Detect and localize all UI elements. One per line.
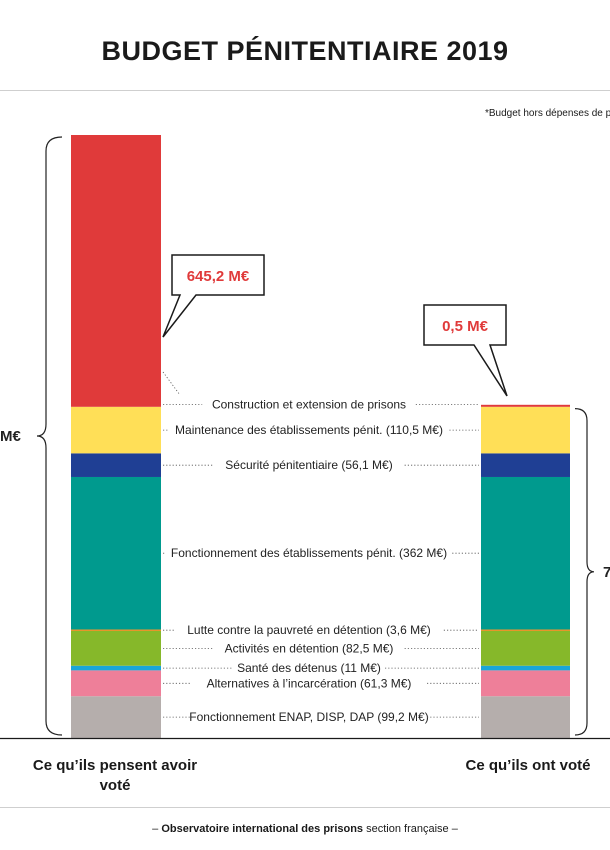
bar-2-segment-3 — [481, 665, 570, 671]
bar-1-segment-6 — [71, 476, 161, 630]
segment-label-7: Sécurité pénitentiaire (56,1 M€) — [225, 458, 392, 472]
footnote: *Budget hors dépenses de pers — [485, 108, 610, 119]
brace-left-label: M€ — [0, 428, 21, 445]
bar-2-segment-2 — [481, 670, 570, 697]
segment-label-3: Santé des détenus (11 M€) — [237, 661, 381, 675]
callout-construction-actual-text: 0,5 M€ — [442, 318, 489, 335]
x-label-voted-expected: Ce qu’ils pensent avoir voté — [32, 757, 198, 794]
brace-left — [36, 136, 63, 736]
footer-prefix: – — [152, 823, 162, 835]
chart-title: BUDGET PÉNITENTIAIRE 2019 — [101, 36, 509, 66]
bar-1-segment-7 — [71, 453, 161, 477]
segment-label-4: Activités en détention (82,5 M€) — [225, 641, 394, 655]
bar-1-segment-9 — [71, 135, 161, 407]
bar-2-segment-9 — [481, 404, 570, 407]
bottom-divider — [0, 807, 610, 808]
bar-1-segment-4 — [71, 631, 161, 666]
footer: – Observatoire international des prisons… — [0, 823, 610, 835]
callout-construction-expected-text: 645,2 M€ — [187, 268, 250, 285]
segment-label-5: Lutte contre la pauvreté en détention (3… — [187, 623, 431, 637]
callout-construction-expected-box — [162, 254, 265, 338]
bar-2-segment-5 — [481, 629, 570, 631]
segment-label-6: Fonctionnement des établissements pénit.… — [171, 546, 447, 560]
segment-label-1: Fonctionnement ENAP, DISP, DAP (99,2 M€) — [189, 710, 428, 724]
segment-label-8: Maintenance des établissements pénit. (1… — [175, 423, 443, 437]
footer-suffix: – — [448, 823, 458, 835]
bar-2-segment-7 — [481, 453, 570, 477]
brace-right — [574, 407, 595, 736]
top-divider — [0, 90, 610, 91]
leader-construction-diagonal — [162, 371, 181, 396]
footer-organization: Observatoire international des prisons — [161, 823, 364, 835]
footer-section: section française — [363, 823, 449, 835]
bar-1-segment-2 — [71, 670, 161, 697]
bar-2-segment-1 — [481, 696, 570, 738]
bar-1-segment-5 — [71, 629, 161, 631]
bar-1-segment-8 — [71, 406, 161, 454]
bar-2-segment-8 — [481, 406, 570, 454]
brace-right-label: 7 — [603, 564, 610, 581]
bar-1-segment-3 — [71, 665, 161, 671]
segment-label-2: Alternatives à l’incarcération (61,3 M€) — [207, 676, 412, 690]
bar-2-segment-6 — [481, 476, 570, 630]
callout-construction-actual-box — [423, 304, 508, 397]
bar-2-segment-4 — [481, 631, 570, 666]
segment-label-9: Construction et extension de prisons — [212, 398, 406, 412]
x-label-voted-actual: Ce qu’ils ont voté — [465, 757, 591, 774]
bar-1-segment-1 — [71, 696, 161, 738]
